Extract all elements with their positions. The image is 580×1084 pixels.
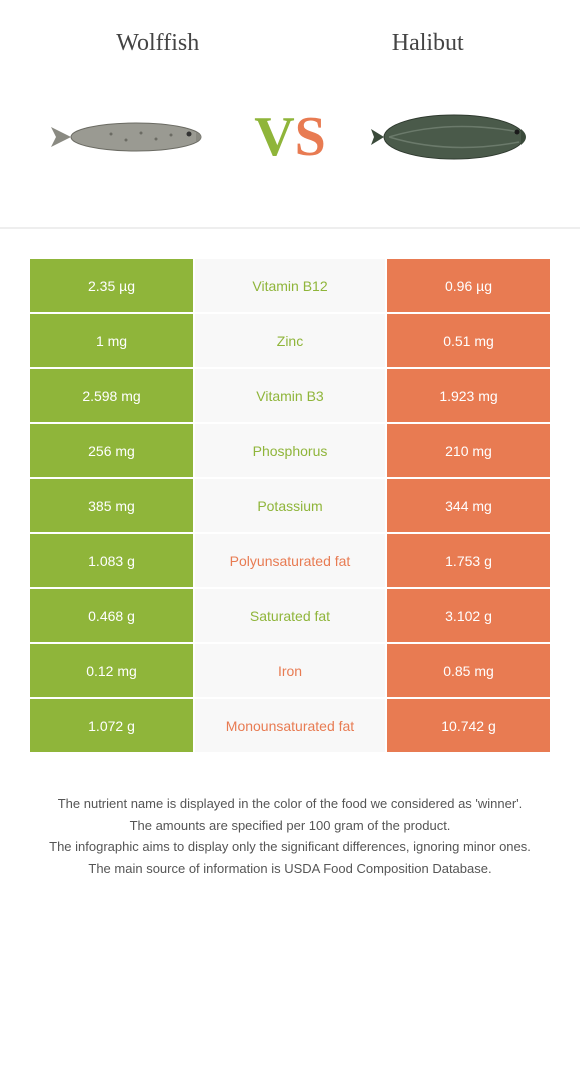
nutrient-label: Potassium [195,479,385,532]
nutrient-label: Iron [195,644,385,697]
table-row: 0.468 gSaturated fat3.102 g [30,589,550,644]
right-value: 344 mg [385,479,550,532]
left-value: 2.598 mg [30,369,195,422]
table-row: 385 mgPotassium344 mg [30,479,550,534]
vs-s: S [295,106,326,168]
footer-line-2: The amounts are specified per 100 gram o… [30,816,550,836]
right-value: 1.753 g [385,534,550,587]
right-value: 3.102 g [385,589,550,642]
right-value: 0.51 mg [385,314,550,367]
halibut-image [369,97,539,177]
left-value: 1 mg [30,314,195,367]
nutrient-label: Saturated fat [195,589,385,642]
header: Wolffish Halibut [0,0,580,77]
nutrient-table: 2.35 µgVitamin B120.96 µg1 mgZinc0.51 mg… [30,259,550,754]
right-value: 0.85 mg [385,644,550,697]
nutrient-label: Vitamin B12 [195,259,385,312]
left-value: 1.072 g [30,699,195,752]
right-value: 1.923 mg [385,369,550,422]
nutrient-label: Vitamin B3 [195,369,385,422]
left-value: 2.35 µg [30,259,195,312]
left-value: 0.468 g [30,589,195,642]
nutrient-label: Monounsaturated fat [195,699,385,752]
footer-line-4: The main source of information is USDA F… [30,859,550,879]
table-row: 1 mgZinc0.51 mg [30,314,550,369]
footer-line-1: The nutrient name is displayed in the co… [30,794,550,814]
wolffish-image [41,97,211,177]
left-value: 0.12 mg [30,644,195,697]
left-value: 385 mg [30,479,195,532]
left-value: 256 mg [30,424,195,477]
right-value: 0.96 µg [385,259,550,312]
footer-notes: The nutrient name is displayed in the co… [30,794,550,878]
table-row: 1.083 gPolyunsaturated fat1.753 g [30,534,550,589]
right-value: 210 mg [385,424,550,477]
nutrient-label: Phosphorus [195,424,385,477]
nutrient-label: Zinc [195,314,385,367]
right-food-title: Halibut [392,30,464,57]
vs-label: VS [254,105,326,169]
vs-row: VS [0,77,580,229]
right-value: 10.742 g [385,699,550,752]
nutrient-label: Polyunsaturated fat [195,534,385,587]
table-row: 2.598 mgVitamin B31.923 mg [30,369,550,424]
footer-line-3: The infographic aims to display only the… [30,837,550,857]
table-row: 2.35 µgVitamin B120.96 µg [30,259,550,314]
table-row: 0.12 mgIron0.85 mg [30,644,550,699]
left-value: 1.083 g [30,534,195,587]
left-food-title: Wolffish [116,30,199,57]
table-row: 1.072 gMonounsaturated fat10.742 g [30,699,550,754]
vs-v: V [254,106,294,168]
table-row: 256 mgPhosphorus210 mg [30,424,550,479]
